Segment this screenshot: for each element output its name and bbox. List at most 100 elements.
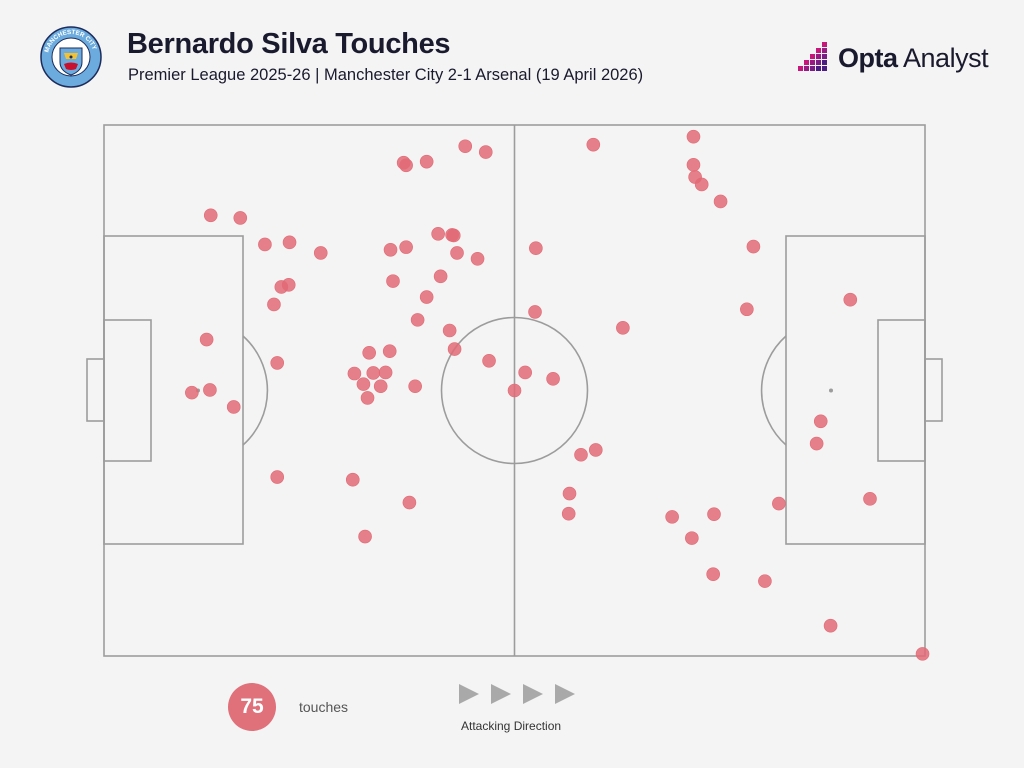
touch-point	[433, 269, 448, 284]
chart-subtitle: Premier League 2025-26 | Manchester City…	[128, 66, 644, 84]
touch-point	[270, 470, 285, 484]
touch-point	[358, 529, 372, 544]
touch-point	[410, 313, 425, 327]
touch-point	[772, 496, 786, 511]
touch-point	[347, 366, 362, 381]
direction-arrow-icon	[555, 684, 575, 704]
brand-wordmark-bold: Opta	[838, 42, 898, 73]
pitch-markings	[86, 124, 943, 657]
touch-point	[694, 177, 709, 192]
touch-point	[813, 414, 828, 429]
touch-point	[419, 290, 434, 304]
touch-point	[470, 252, 485, 266]
touch-point	[665, 510, 679, 524]
touch-point	[686, 129, 701, 144]
touch-point	[382, 344, 397, 359]
touch-point	[458, 139, 473, 154]
touch-point	[408, 379, 422, 394]
touch-point	[588, 443, 603, 457]
touch-point	[562, 486, 577, 501]
touch-point	[740, 302, 754, 317]
attacking-direction-arrows	[459, 684, 575, 704]
touch-point	[386, 274, 400, 288]
penalty-arc-left	[242, 335, 269, 446]
touch-point	[478, 145, 493, 159]
penalty-arc-right	[760, 335, 787, 446]
touch-point	[685, 531, 699, 545]
touch-count-badge: 75	[228, 683, 276, 731]
touch-count-label: touches	[299, 699, 349, 715]
direction-arrow-icon	[459, 684, 479, 704]
touch-points	[185, 129, 930, 661]
touch-point	[362, 345, 376, 360]
touch-point	[383, 242, 398, 257]
six-yard-box-left	[103, 319, 152, 462]
attacking-direction-label: Attacking Direction	[461, 719, 562, 733]
touch-point	[419, 154, 434, 169]
centre-circle	[440, 316, 589, 465]
touch-point	[378, 365, 393, 380]
touch-point	[809, 436, 824, 451]
touch-point	[574, 447, 588, 462]
touch-point	[713, 194, 728, 209]
touch-point	[267, 297, 281, 312]
touch-point	[686, 158, 701, 172]
touch-point	[546, 372, 560, 386]
touch-point	[356, 377, 371, 391]
touch-point	[706, 567, 720, 582]
brand-wordmark: Opta Analyst	[838, 42, 989, 74]
touch-point	[203, 208, 218, 223]
touch-point	[758, 574, 772, 588]
touch-point	[529, 241, 543, 255]
touch-point	[373, 379, 388, 394]
touch-point	[399, 240, 413, 254]
chart-title: Bernardo Silva Touches	[127, 28, 451, 60]
touch-point	[447, 342, 462, 356]
touch-point	[402, 495, 417, 510]
touch-point	[431, 227, 445, 241]
touch-point	[199, 332, 214, 347]
touch-point	[450, 246, 464, 260]
touch-point	[863, 492, 877, 506]
touch-point	[482, 353, 496, 368]
touch-point	[360, 391, 375, 405]
touch-point	[823, 618, 838, 633]
touch-point	[561, 506, 576, 521]
penalty-spot-right	[829, 388, 833, 393]
touch-point	[518, 365, 532, 380]
touch-point	[442, 323, 457, 338]
touch-point	[282, 235, 297, 250]
direction-arrow-icon	[523, 684, 543, 704]
touch-point	[507, 383, 522, 398]
touch-point	[345, 472, 360, 487]
touch-point	[366, 366, 381, 380]
touch-point	[258, 237, 272, 252]
touch-point	[528, 305, 542, 319]
touch-point	[446, 228, 461, 243]
touch-point	[203, 383, 217, 397]
brand-wordmark-light: Analyst	[897, 42, 989, 73]
goal-left	[86, 358, 105, 422]
touch-point	[313, 246, 328, 260]
touch-point	[707, 507, 721, 522]
touch-point	[396, 155, 411, 170]
penalty-area-right	[785, 235, 926, 545]
touch-point	[270, 356, 285, 370]
touch-point	[233, 211, 248, 225]
opta-analyst-logo-icon	[798, 42, 827, 71]
brand-logo: Opta Analyst	[798, 40, 989, 76]
goal-right	[924, 358, 943, 422]
touch-point	[746, 239, 761, 254]
manchester-city-crest-icon: MANCHESTER CITY	[40, 26, 102, 88]
touch-point	[281, 278, 296, 292]
touch-point	[616, 321, 630, 335]
touch-point	[915, 647, 930, 661]
direction-arrow-icon	[491, 684, 511, 704]
touch-point	[586, 137, 601, 152]
touch-point	[843, 292, 858, 307]
penalty-area-left	[103, 235, 244, 545]
touch-point	[226, 400, 241, 414]
six-yard-box-right	[877, 319, 926, 462]
touch-point	[185, 385, 199, 400]
